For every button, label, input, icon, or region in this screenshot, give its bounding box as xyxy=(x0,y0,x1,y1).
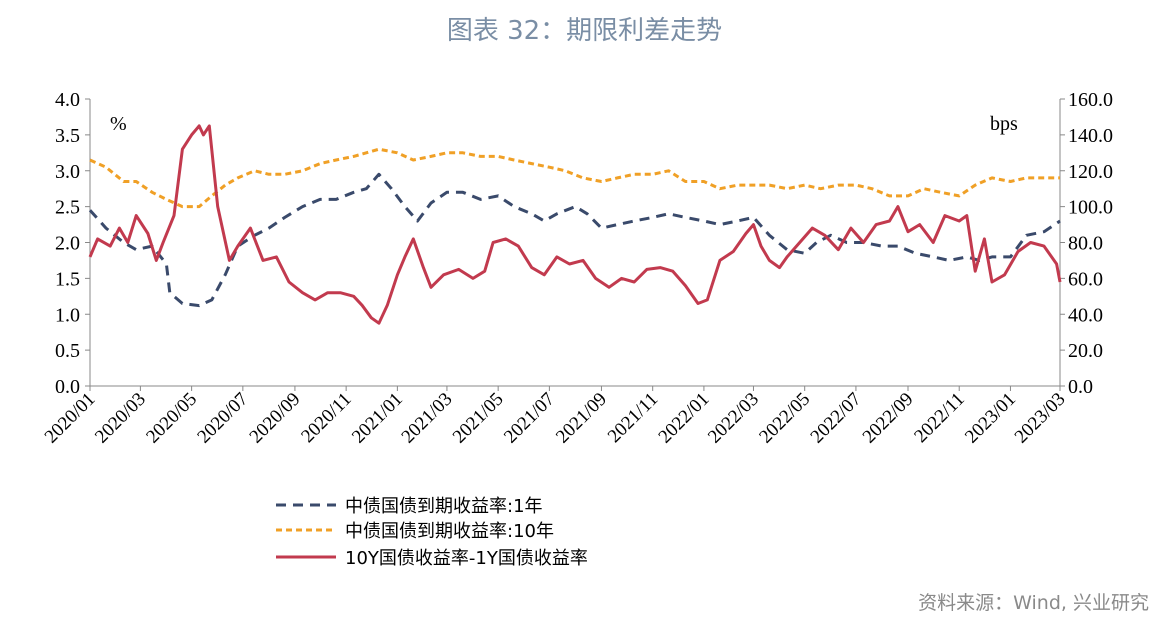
right-tick-label: 140.0 xyxy=(1068,125,1113,147)
left-tick-label: 0.5 xyxy=(55,340,80,362)
x-tick-label: 2020/09 xyxy=(246,389,305,448)
left-tick-label: 3.0 xyxy=(55,161,80,183)
x-tick-label: 2021/09 xyxy=(552,389,611,448)
x-tick-label: 2020/03 xyxy=(91,389,150,448)
left-tick-label: 4.0 xyxy=(55,89,80,111)
legend: 中债国债到期收益率:1年 中债国债到期收益率:10年 10Y国债收益率-1Y国债… xyxy=(276,496,588,569)
series-layer xyxy=(88,124,1062,325)
left-tick-label: 2.5 xyxy=(55,197,80,219)
x-tick-label: 2022/05 xyxy=(755,389,814,448)
x-tick-label: 2022/07 xyxy=(807,389,866,448)
x-tick-label: 2021/01 xyxy=(348,389,407,448)
x-tick-label: 2023/01 xyxy=(961,389,1020,448)
legend-label-10y: 中债国债到期收益率:10年 xyxy=(345,521,554,542)
x-tick-label: 2022/09 xyxy=(859,389,918,448)
legend-label-1y: 中债国债到期收益率:1年 xyxy=(345,496,543,517)
x-tick-label: 2021/11 xyxy=(604,389,662,447)
chart-title: 图表 32：期限利差走势 xyxy=(446,16,723,46)
x-tick-label: 2022/03 xyxy=(704,389,763,448)
left-tick-label: 2.0 xyxy=(55,233,80,255)
right-tick-label: 160.0 xyxy=(1068,89,1113,111)
series-spread-line xyxy=(88,124,1062,325)
left-tick-label: 3.5 xyxy=(55,125,80,147)
chart-svg: 0.0 0.5 1.0 1.5 2.0 2.5 3.0 3.5 4.0 0.0 20.0 40.0 60… xyxy=(41,89,1113,569)
x-tick-label: 2021/05 xyxy=(449,389,508,448)
right-tick-label: 20.0 xyxy=(1068,340,1103,362)
x-tick-label: 2022/11 xyxy=(910,389,968,447)
x-tick-label: 2021/03 xyxy=(398,389,457,448)
series-1y-line xyxy=(88,172,1061,308)
x-tick-label: 2020/11 xyxy=(297,389,355,447)
series-10y-line xyxy=(89,147,1060,209)
right-tick-label: 40.0 xyxy=(1068,304,1103,326)
left-tick-label: 0.0 xyxy=(55,376,80,398)
x-tick-label: 2020/05 xyxy=(142,389,201,448)
x-tick-label: 2020/07 xyxy=(193,389,252,448)
source-note: 资料来源：Wind, 兴业研究 xyxy=(918,592,1149,614)
right-axis-unit: bps xyxy=(990,113,1018,135)
right-tick-label: 0.0 xyxy=(1068,376,1093,398)
right-tick-label: 100.0 xyxy=(1068,197,1113,219)
x-tick-label: 2021/07 xyxy=(500,389,559,448)
chart-axes: 0.0 0.5 1.0 1.5 2.0 2.5 3.0 3.5 4.0 0.0 20.0 40.0 60… xyxy=(41,89,1113,448)
left-axis-unit: % xyxy=(110,113,127,135)
x-tick-label: 2022/01 xyxy=(655,389,714,448)
right-tick-label: 60.0 xyxy=(1068,268,1103,290)
left-tick-label: 1.5 xyxy=(55,268,80,290)
right-tick-label: 80.0 xyxy=(1068,233,1103,255)
right-tick-label: 120.0 xyxy=(1068,161,1113,183)
x-tick-label: 2023/03 xyxy=(1011,389,1070,448)
left-tick-label: 1.0 xyxy=(55,304,80,326)
legend-label-spread: 10Y国债收益率-1Y国债收益率 xyxy=(345,548,588,569)
